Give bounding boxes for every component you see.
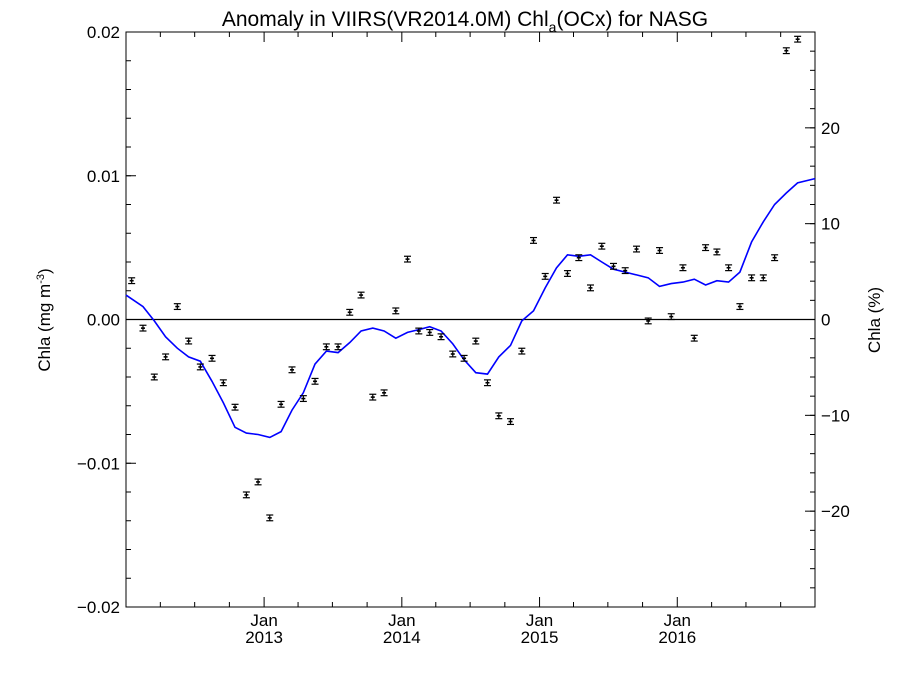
y-left-tick-label: 0.02 (87, 23, 120, 42)
axis-ticks: 0.020.010.00−0.01−0.0220100−10−20Jan2013… (77, 23, 850, 647)
y-right-tick-label: 10 (821, 215, 840, 234)
data-point (334, 343, 342, 351)
data-point (196, 363, 204, 371)
data-point (748, 274, 756, 282)
data-point (277, 400, 285, 408)
data-point (713, 248, 721, 256)
data-point (346, 308, 354, 316)
data-point (644, 317, 652, 325)
data-point (610, 262, 618, 270)
y-right-tick-label: 0 (821, 311, 830, 330)
data-point (415, 327, 423, 335)
data-point (162, 353, 170, 361)
data-point (472, 337, 480, 345)
data-point (369, 393, 377, 401)
data-point (266, 514, 274, 522)
data-point (219, 379, 227, 387)
data-point (185, 337, 193, 345)
data-point (575, 254, 583, 262)
data-point (506, 418, 514, 426)
data-point (563, 270, 571, 277)
x-tick-month-label: Jan (250, 611, 277, 630)
data-point (586, 284, 594, 292)
y-axis-right-label: Chla (%) (865, 287, 884, 353)
x-tick-year-label: 2014 (383, 628, 421, 647)
data-point (771, 254, 779, 262)
y-left-tick-label: −0.01 (77, 454, 120, 473)
data-point (426, 328, 434, 336)
data-point (759, 274, 767, 282)
data-point (380, 389, 388, 397)
data-point (690, 334, 698, 342)
data-point (231, 403, 239, 411)
x-tick-year-label: 2013 (245, 628, 283, 647)
data-point (437, 333, 445, 341)
x-tick-month-label: Jan (664, 611, 691, 630)
data-point (208, 354, 216, 362)
data-point (541, 272, 549, 280)
y-left-tick-label: 0.01 (87, 167, 120, 186)
data-point (322, 343, 330, 351)
data-point (782, 47, 790, 55)
data-point (254, 478, 262, 486)
data-point (449, 350, 457, 358)
y-right-tick-label: −10 (821, 406, 850, 425)
y-left-tick-label: −0.02 (77, 598, 120, 617)
data-point (679, 264, 687, 272)
data-point (357, 291, 365, 299)
data-point (173, 303, 181, 311)
y-axis-left-label: Chla (mg m-3) (35, 268, 54, 371)
chart-title: Anomaly in VIIRS(VR2014.0M) Chla(OCx) fo… (222, 8, 708, 35)
data-point (288, 366, 296, 374)
data-point (794, 35, 802, 43)
data-point (299, 395, 307, 403)
data-point (667, 313, 675, 321)
data-point (483, 379, 491, 387)
data-point (633, 245, 641, 253)
monthly-points-group (128, 35, 802, 522)
x-tick-month-label: Jan (526, 611, 553, 630)
x-tick-year-label: 2016 (658, 628, 696, 647)
y-right-tick-label: 20 (821, 119, 840, 138)
data-point (621, 267, 629, 275)
data-point (518, 347, 526, 355)
data-point (460, 354, 468, 362)
data-point (311, 377, 319, 385)
smoothed-anomaly-line (125, 177, 816, 439)
data-point (139, 324, 147, 332)
data-point (725, 264, 733, 272)
x-tick-year-label: 2015 (521, 628, 559, 647)
data-point (553, 196, 561, 204)
data-point (598, 242, 606, 250)
data-point (736, 303, 744, 311)
data-point (530, 236, 538, 244)
data-point (656, 247, 664, 254)
chart-title-subscript: a (549, 19, 557, 35)
y-left-tick-label: 0.00 (87, 311, 120, 330)
x-tick-month-label: Jan (388, 611, 415, 630)
data-point (128, 277, 136, 285)
data-point (392, 307, 400, 315)
data-point (242, 491, 250, 499)
y-right-tick-label: −20 (821, 502, 850, 521)
data-point (495, 412, 503, 420)
data-point (150, 373, 158, 381)
data-point (403, 255, 411, 263)
smoothed-series-group (125, 177, 816, 439)
y-axis-left-label-superscript: -3 (35, 274, 47, 284)
data-point (702, 244, 710, 252)
